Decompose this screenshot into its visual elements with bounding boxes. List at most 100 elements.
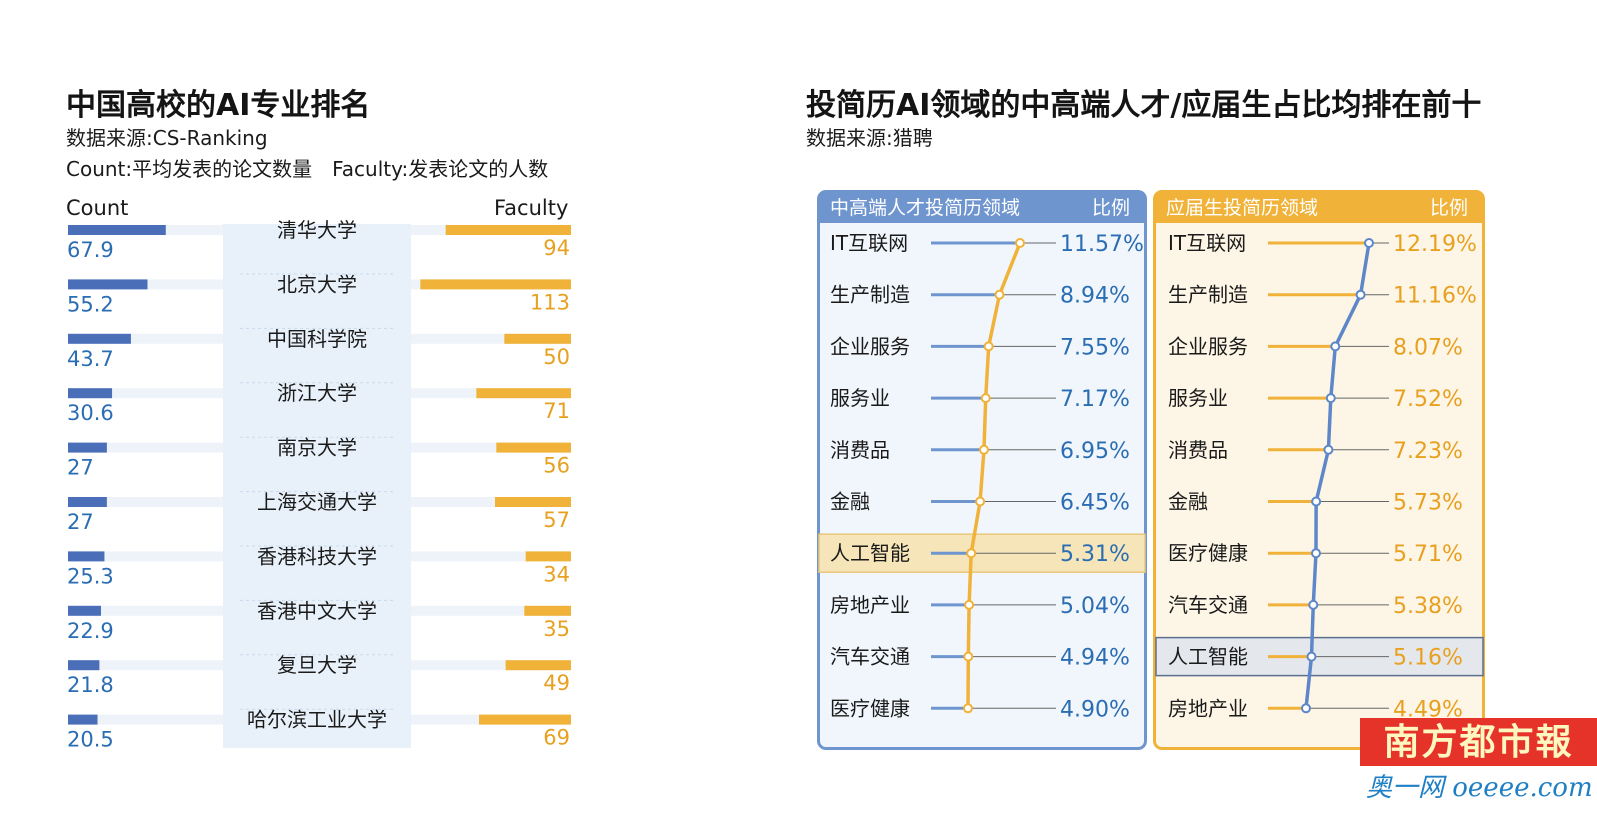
category-label: 生产制造 xyxy=(1168,283,1248,307)
data-point xyxy=(1015,238,1025,248)
value-label: 6.45% xyxy=(1060,491,1130,516)
value-label: 6.95% xyxy=(1060,439,1130,464)
right-chart-title: 投简历AI领域的中高端人才/应届生占比均排在前十 xyxy=(806,88,1482,123)
university-name-band xyxy=(223,224,411,748)
value-label: 11.16% xyxy=(1393,284,1477,309)
count-track xyxy=(68,388,223,399)
faculty-track xyxy=(411,551,571,562)
category-label: 企业服务 xyxy=(1168,334,1248,358)
count-value-label: 21.8 xyxy=(67,673,114,697)
data-point xyxy=(994,289,1005,300)
university-ai-ranking-chart: 67.9 94 清华大学 55.2 113 北京大学 43.7 50 中国科学院 30.6 71 浙江… xyxy=(67,218,571,752)
panel-senior-talent-ratio-label: 比例 xyxy=(1091,197,1130,219)
data-point xyxy=(1355,289,1366,300)
value-label: 4.94% xyxy=(1060,646,1130,671)
count-value-label: 30.6 xyxy=(67,401,114,425)
faculty-bar xyxy=(525,551,571,562)
data-point xyxy=(966,548,977,559)
value-label: 5.16% xyxy=(1393,646,1463,671)
count-track xyxy=(68,442,223,453)
faculty-value-label: 69 xyxy=(543,726,570,750)
count-value-label: 25.3 xyxy=(67,564,114,588)
value-label: 8.94% xyxy=(1060,284,1130,309)
category-label: 消费品 xyxy=(1168,438,1228,462)
faculty-value-label: 56 xyxy=(543,454,570,478)
value-label: 4.90% xyxy=(1060,697,1130,722)
university-name-label: 复旦大学 xyxy=(277,653,357,677)
data-point xyxy=(1330,341,1341,352)
faculty-value-label: 35 xyxy=(543,617,570,641)
category-label: 汽车交通 xyxy=(830,645,910,669)
count-value-label: 27 xyxy=(67,510,94,534)
category-label: 服务业 xyxy=(830,386,890,410)
category-label: 医疗健康 xyxy=(1168,541,1248,565)
category-label: 医疗健康 xyxy=(830,696,910,720)
university-name-label: 哈尔滨工业大学 xyxy=(247,708,387,732)
count-track xyxy=(68,333,223,344)
faculty-value-label: 71 xyxy=(543,399,570,423)
faculty-value-label: 94 xyxy=(543,236,570,260)
brand-site: 奥一网 oeeee.com xyxy=(1366,773,1593,803)
faculty-bar xyxy=(524,605,571,616)
value-label: 7.23% xyxy=(1393,439,1463,464)
data-point xyxy=(963,703,973,714)
data-point xyxy=(978,444,989,455)
data-point xyxy=(963,651,974,662)
value-label: 11.57% xyxy=(1060,232,1144,257)
category-label: 房地产业 xyxy=(830,593,910,617)
faculty-track xyxy=(411,497,571,507)
university-name-label: 清华大学 xyxy=(277,218,357,242)
category-label: 金融 xyxy=(830,490,870,514)
left-chart-source: 数据来源:CS-Ranking xyxy=(66,126,268,150)
count-bar xyxy=(68,225,166,235)
data-point xyxy=(975,496,986,507)
value-label: 5.04% xyxy=(1060,594,1130,619)
count-track xyxy=(68,605,223,616)
category-label: 房地产业 xyxy=(1168,696,1248,720)
value-label: 7.55% xyxy=(1060,335,1130,360)
value-label: 7.17% xyxy=(1060,387,1130,412)
faculty-value-label: 50 xyxy=(543,345,570,369)
count-track xyxy=(68,660,223,671)
faculty-bar xyxy=(420,279,571,290)
count-track xyxy=(68,714,223,725)
university-name-label: 香港科技大学 xyxy=(257,544,377,568)
university-name-label: 上海交通大学 xyxy=(257,490,377,514)
faculty-track xyxy=(411,660,571,671)
panel-senior-talent-header: 中高端人才投简历领域 比例 xyxy=(820,193,1144,223)
count-value-label: 27 xyxy=(67,456,94,480)
series-line xyxy=(966,242,1022,709)
category-label: IT互联网 xyxy=(830,231,908,255)
faculty-track xyxy=(411,333,571,344)
faculty-value-label: 113 xyxy=(530,290,570,314)
category-label: 金融 xyxy=(1168,490,1208,514)
faculty-value-label: 49 xyxy=(543,671,570,695)
category-label: 消费品 xyxy=(830,438,890,462)
category-label: 人工智能 xyxy=(1168,645,1248,669)
count-header: Count xyxy=(66,196,129,220)
data-point xyxy=(1323,444,1334,455)
count-bar xyxy=(68,551,105,562)
count-value-label: 43.7 xyxy=(67,347,114,371)
count-track xyxy=(68,497,223,507)
left-chart-title: 中国高校的AI专业排名 xyxy=(66,88,371,123)
value-label: 5.73% xyxy=(1393,491,1463,516)
panel-graduates-header: 应届生投简历领域 比例 xyxy=(1156,193,1482,223)
data-point xyxy=(1306,651,1317,662)
faculty-track xyxy=(411,605,571,616)
data-point xyxy=(980,393,991,404)
value-label: 7.52% xyxy=(1393,387,1463,412)
count-value-label: 67.9 xyxy=(67,238,114,262)
data-point xyxy=(1325,393,1336,404)
faculty-bar xyxy=(495,497,571,507)
count-bar xyxy=(68,279,148,290)
count-value-label: 55.2 xyxy=(67,292,114,316)
data-point xyxy=(1311,496,1322,507)
value-label: 5.38% xyxy=(1393,594,1463,619)
university-name-label: 南京大学 xyxy=(277,436,357,460)
university-name-label: 香港中文大学 xyxy=(257,599,377,623)
category-label: 汽车交通 xyxy=(1168,593,1248,617)
value-label: 12.19% xyxy=(1393,232,1477,257)
university-name-label: 浙江大学 xyxy=(277,381,357,405)
data-point xyxy=(1310,548,1321,559)
